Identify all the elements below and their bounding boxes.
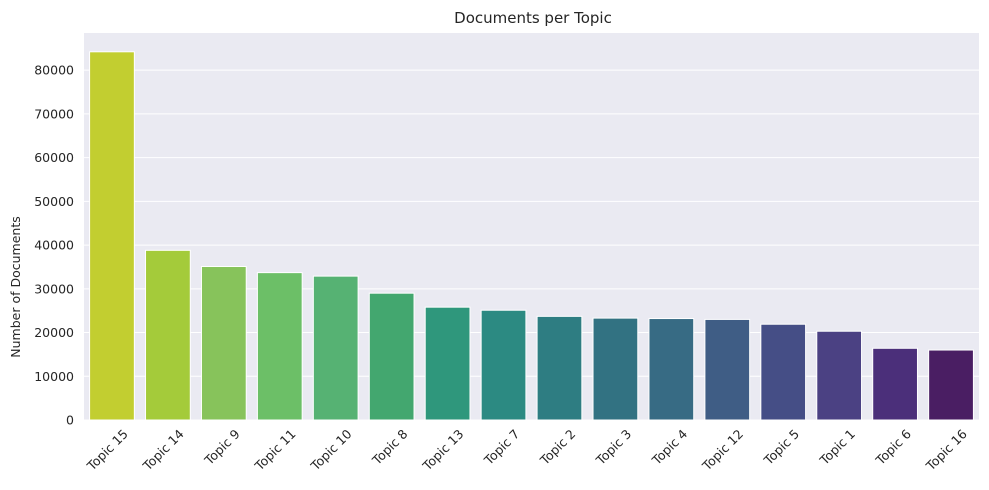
x-tick-label: Topic 4 [648, 426, 690, 468]
bar [424, 306, 471, 421]
bar [648, 318, 695, 421]
y-tick-label: 60000 [34, 150, 74, 165]
x-tick-label: Topic 2 [536, 426, 578, 468]
x-tick-label: Topic 1 [816, 426, 858, 468]
x-tick-label: Topic 12 [699, 426, 747, 474]
x-tick-label: Topic 6 [872, 426, 914, 468]
y-axis-title: Number of Documents [8, 216, 23, 357]
bars [89, 51, 974, 421]
y-tick-label: 0 [66, 413, 74, 428]
y-tick-label: 40000 [34, 238, 74, 253]
x-tick-label: Topic 7 [480, 426, 522, 468]
y-tick-label: 20000 [34, 325, 74, 340]
bar [256, 272, 303, 421]
bar [89, 51, 135, 421]
chart-title: Documents per Topic [454, 9, 612, 27]
x-tick-label: Topic 8 [369, 426, 411, 468]
bar [312, 275, 359, 421]
bar [872, 347, 918, 421]
x-tick-label: Topic 16 [922, 426, 970, 474]
bar [816, 330, 863, 421]
bar [480, 309, 527, 421]
bar [145, 249, 191, 421]
bar [928, 349, 974, 421]
x-tick-label: Topic 9 [201, 426, 243, 468]
bar [760, 323, 807, 421]
y-tick-label: 70000 [34, 106, 74, 121]
x-tick-label: Topic 13 [419, 426, 467, 474]
bar [592, 317, 639, 421]
x-tick-label: Topic 3 [592, 426, 634, 468]
x-tick-label: Topic 5 [760, 426, 802, 468]
x-tick-label: Topic 10 [307, 426, 355, 474]
bar [368, 292, 415, 421]
bar [536, 315, 583, 421]
x-axis-ticks: Topic 15 Topic 14 Topic 9 Topic 11 Topic 10 T… [83, 426, 970, 474]
y-tick-label: 80000 [34, 63, 74, 78]
y-axis-ticks: 0 10000 20000 30000 40000 50000 60000 70000 8000… [34, 63, 74, 428]
bar [704, 318, 751, 421]
y-tick-label: 10000 [34, 369, 74, 384]
x-tick-label: Topic 15 [83, 426, 131, 474]
x-tick-label: Topic 14 [139, 426, 187, 474]
y-tick-label: 30000 [34, 281, 74, 296]
x-tick-label: Topic 11 [251, 426, 299, 474]
y-tick-label: 50000 [34, 194, 74, 209]
bar [200, 266, 247, 421]
